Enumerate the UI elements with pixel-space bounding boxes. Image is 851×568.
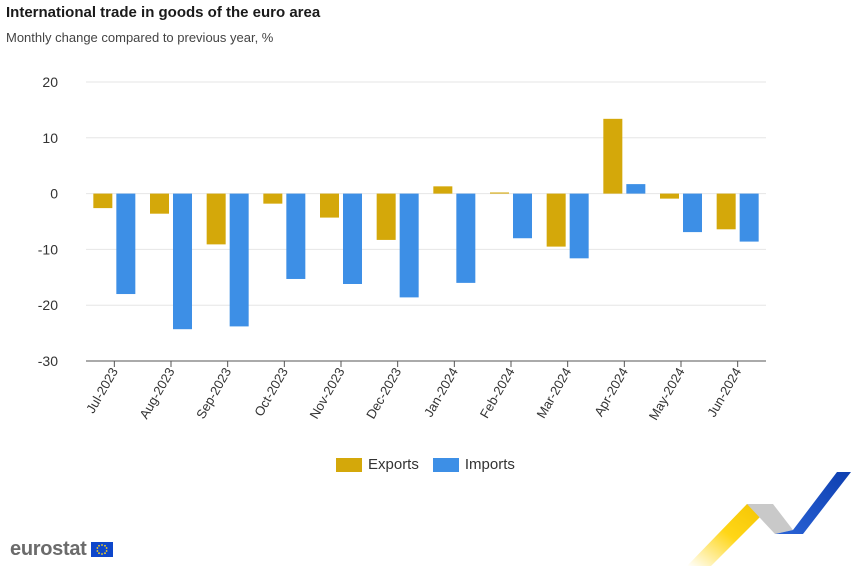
exports-bar[interactable]: [490, 192, 509, 194]
imports-bar[interactable]: [569, 193, 589, 259]
chart-title: International trade in goods of the euro…: [6, 4, 321, 21]
bar-chart: 20 10 0 -10 -20 -30 Jul-2023 Aug-2023 Sep-2023 Oc…: [38, 74, 766, 423]
decorative-ribbon-icon: [687, 472, 851, 566]
imports-bar[interactable]: [626, 184, 646, 194]
x-tick-label: Jan-2024: [421, 365, 461, 419]
eurostat-logo: eurostat: [10, 538, 113, 561]
x-tick-label: Feb-2024: [477, 365, 518, 421]
exports-bar[interactable]: [603, 118, 623, 194]
x-tick-label: Jul-2023: [83, 365, 121, 416]
y-tick-label: -10: [38, 241, 58, 257]
legend-swatch-imports: [432, 457, 459, 472]
y-tick-label: 20: [42, 74, 58, 90]
imports-bar[interactable]: [286, 193, 306, 279]
imports-bar[interactable]: [513, 193, 532, 239]
imports-bar[interactable]: [229, 193, 249, 327]
imports-bar[interactable]: [456, 193, 476, 283]
imports-bar[interactable]: [739, 193, 759, 242]
y-tick-label: -20: [38, 297, 58, 313]
legend-item-exports[interactable]: Exports: [336, 456, 419, 473]
legend-label-imports: Imports: [464, 456, 515, 473]
y-tick-label: -30: [38, 353, 58, 369]
exports-bar[interactable]: [263, 193, 283, 204]
exports-bar[interactable]: [660, 193, 679, 199]
x-tick-label: Sep-2023: [193, 365, 234, 421]
imports-bar[interactable]: [399, 193, 419, 298]
chart-subtitle: Monthly change compared to previous year…: [6, 30, 274, 45]
exports-bar[interactable]: [93, 193, 113, 209]
imports-bar[interactable]: [173, 193, 192, 330]
logo-text: eurostat: [10, 538, 87, 560]
exports-bar[interactable]: [376, 193, 396, 240]
exports-bar[interactable]: [206, 193, 226, 245]
chart-legend: Exports Imports: [336, 456, 515, 473]
imports-bar[interactable]: [343, 193, 362, 284]
eu-flag-icon: [90, 542, 113, 557]
legend-item-imports[interactable]: Imports: [432, 456, 515, 473]
exports-bar[interactable]: [320, 193, 339, 218]
y-tick-label: 10: [42, 130, 58, 146]
y-tick-label: 0: [50, 186, 58, 202]
exports-bar[interactable]: [433, 186, 453, 194]
imports-bar[interactable]: [683, 193, 702, 233]
exports-bar[interactable]: [716, 193, 736, 230]
x-tick-label: Oct-2023: [251, 365, 291, 419]
x-tick-label: Nov-2023: [306, 365, 347, 421]
legend-label-exports: Exports: [368, 456, 419, 473]
x-tick-label: Apr-2024: [591, 365, 631, 419]
imports-bar[interactable]: [116, 193, 136, 295]
exports-bar[interactable]: [150, 193, 169, 214]
exports-bar[interactable]: [546, 193, 566, 247]
x-tick-label: Jun-2024: [704, 365, 744, 419]
x-tick-label: Dec-2023: [363, 365, 404, 421]
x-tick-label: Aug-2023: [136, 365, 177, 421]
legend-swatch-exports: [336, 457, 362, 472]
x-tick-label: May-2024: [646, 365, 688, 423]
x-tick-label: Mar-2024: [533, 365, 574, 421]
